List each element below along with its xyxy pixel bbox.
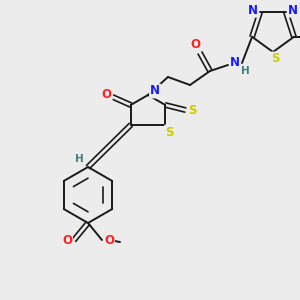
Text: H: H xyxy=(241,66,249,76)
Text: N: N xyxy=(230,56,240,70)
Text: H: H xyxy=(75,154,83,164)
Text: N: N xyxy=(248,4,258,17)
Text: N: N xyxy=(150,85,160,98)
Text: O: O xyxy=(190,38,200,52)
Text: S: S xyxy=(165,125,174,139)
Text: O: O xyxy=(102,88,112,101)
Text: O: O xyxy=(62,235,72,248)
Text: O: O xyxy=(104,233,114,247)
Text: S: S xyxy=(188,103,196,116)
Text: N: N xyxy=(288,4,298,17)
Text: S: S xyxy=(271,52,279,65)
